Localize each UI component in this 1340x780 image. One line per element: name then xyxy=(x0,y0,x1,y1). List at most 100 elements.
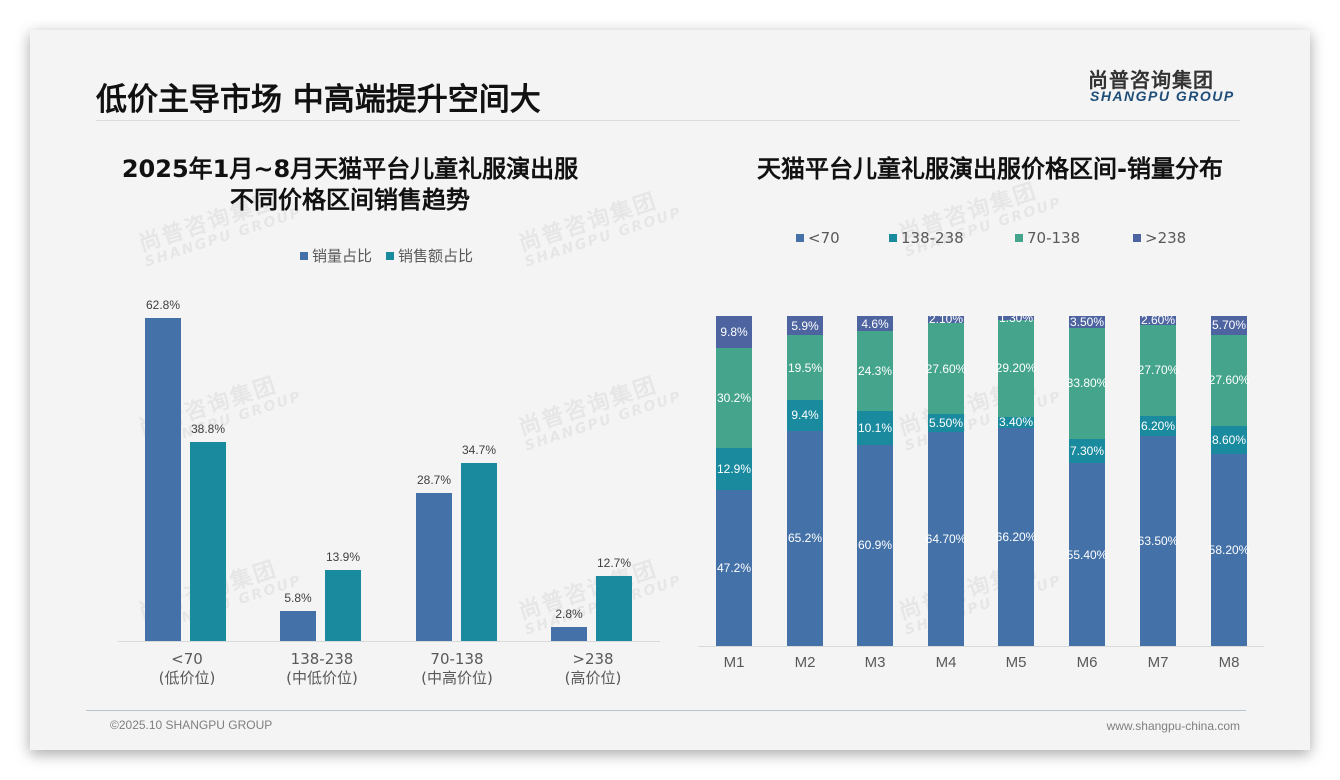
stacked-segment: 55.40% xyxy=(1066,463,1108,646)
legend-label: 138-238 xyxy=(901,229,964,247)
bar-value-label: 5.8% xyxy=(284,591,312,606)
segment-value-label: 3.50% xyxy=(1069,314,1105,329)
segment-value-label: 64.70% xyxy=(925,532,967,547)
stacked-segment: 12.9% xyxy=(716,447,752,491)
stacked-segment: 2.60% xyxy=(1140,313,1176,328)
segment-value-label: 27.60% xyxy=(925,361,967,376)
left-chart-title-line2: 不同价格区间销售趋势 xyxy=(230,186,470,214)
logo-english: SHANGPU GROUP xyxy=(1090,88,1235,104)
legend-swatch xyxy=(386,251,395,260)
month-label: M2 xyxy=(794,654,816,671)
segment-value-label: 5.50% xyxy=(928,416,964,431)
bar-volume-share xyxy=(551,626,587,641)
stacked-segment: 5.70% xyxy=(1211,316,1247,335)
stacked-segment: 27.70% xyxy=(1137,324,1179,416)
bar-value-label: 2.8% xyxy=(555,606,583,621)
category-label: <70 (低价位) xyxy=(158,650,216,687)
stacked-segment: 19.5% xyxy=(787,335,823,400)
right-chart-title: 天猫平台儿童礼服演出服价格区间-销量分布 xyxy=(757,155,1223,183)
segment-value-label: 19.5% xyxy=(787,360,823,375)
bar-value-label: 12.7% xyxy=(596,555,632,570)
stacked-segment: 7.30% xyxy=(1069,439,1105,464)
stacked-segment: 30.2% xyxy=(716,348,752,448)
segment-value-label: 5.70% xyxy=(1211,318,1247,333)
stacked-segment: 2.10% xyxy=(928,312,964,326)
legend-swatch xyxy=(796,234,804,242)
stacked-segment: 1.30% xyxy=(998,311,1034,325)
month-label: M3 xyxy=(864,654,886,671)
stacked-segment: 8.60% xyxy=(1211,425,1247,455)
left-chart-x-axis xyxy=(118,641,660,642)
bar-value-label: 62.8% xyxy=(145,298,181,313)
legend-label: 70-138 xyxy=(1027,229,1081,247)
right-chart-legend: <70 138-238 70-138 >238 xyxy=(796,229,1186,247)
bar-value-label: 28.7% xyxy=(416,473,452,488)
left-chart-title: 2025年1月~8月天猫平台儿童礼服演出服 不同价格区间销售趋势 xyxy=(90,154,610,216)
segment-value-label: 30.2% xyxy=(716,391,752,406)
legend-swatch xyxy=(1133,234,1141,242)
segment-value-label: 66.20% xyxy=(995,529,1037,544)
segment-value-label: 12.9% xyxy=(716,462,752,477)
segment-value-label: 7.30% xyxy=(1069,444,1105,459)
bar-value-label: 34.7% xyxy=(461,442,497,457)
stacked-segment: 65.2% xyxy=(787,430,823,646)
logo-chinese: 尚普咨询集团 xyxy=(1088,68,1214,92)
stacked-segment: 63.50% xyxy=(1138,436,1178,646)
bar-sales-share xyxy=(190,441,226,641)
month-label: M7 xyxy=(1147,654,1169,671)
stacked-segment: 9.4% xyxy=(787,399,823,431)
legend-swatch xyxy=(300,251,308,260)
legend-label: 销售额占比 xyxy=(398,247,474,265)
month-label: M4 xyxy=(935,654,957,671)
segment-value-label: 58.20% xyxy=(1208,543,1250,558)
stacked-segment: 10.1% xyxy=(857,411,893,445)
legend-swatch xyxy=(889,234,897,242)
right-chart-x-axis xyxy=(698,646,1264,647)
segment-value-label: 9.8% xyxy=(720,325,748,340)
footer-copyright: ©2025.10 SHANGPU GROUP xyxy=(110,718,273,732)
segment-value-label: 47.2% xyxy=(716,561,752,576)
category-label: 138-238 (中低价位) xyxy=(286,650,358,687)
stacked-segment: 58.20% xyxy=(1208,454,1250,646)
bar-volume-share xyxy=(145,318,181,641)
footer-divider xyxy=(86,710,1246,711)
bar-value-label: 13.9% xyxy=(325,549,361,564)
stacked-segment: 64.70% xyxy=(925,432,967,646)
bar-volume-share xyxy=(416,493,452,641)
bar-sales-share xyxy=(596,575,632,641)
segment-value-label: 27.60% xyxy=(1208,373,1250,388)
segment-value-label: 33.80% xyxy=(1066,376,1108,391)
segment-value-label: 9.4% xyxy=(791,408,819,423)
segment-value-label: 29.20% xyxy=(995,361,1037,376)
stacked-segment: 66.20% xyxy=(995,427,1037,646)
stacked-segment: 27.60% xyxy=(1208,334,1250,426)
legend-label: 销量占比 xyxy=(312,247,373,265)
segment-value-label: 65.2% xyxy=(787,531,823,546)
stacked-segment: 9.8% xyxy=(716,316,752,349)
legend-item-volume: 销量占比 xyxy=(300,245,372,266)
stacked-segment: 24.3% xyxy=(857,331,893,412)
legend-item-sales: 销售额占比 xyxy=(386,245,473,266)
stacked-segment: 5.9% xyxy=(787,316,823,336)
stacked-segment: 6.20% xyxy=(1140,415,1176,437)
segment-value-label: 27.70% xyxy=(1137,363,1179,378)
legend-item-lt70: <70 xyxy=(796,229,889,247)
stacked-segment: 5.50% xyxy=(928,414,964,433)
footer-website: www.shangpu-china.com xyxy=(1106,719,1240,733)
segment-value-label: 2.60% xyxy=(1140,313,1176,328)
left-chart-legend: 销量占比 销售额占比 xyxy=(300,245,473,266)
segment-value-label: 5.9% xyxy=(791,318,819,333)
stacked-segment: 3.50% xyxy=(1069,314,1105,329)
segment-value-label: 4.6% xyxy=(861,316,889,331)
segment-value-label: 1.30% xyxy=(998,311,1034,326)
segment-value-label: 55.40% xyxy=(1066,547,1108,562)
legend-swatch xyxy=(1015,234,1023,242)
title-divider xyxy=(96,120,1240,121)
month-label: M6 xyxy=(1076,654,1098,671)
segment-value-label: 3.40% xyxy=(998,415,1034,430)
segment-value-label: 60.9% xyxy=(857,538,893,553)
